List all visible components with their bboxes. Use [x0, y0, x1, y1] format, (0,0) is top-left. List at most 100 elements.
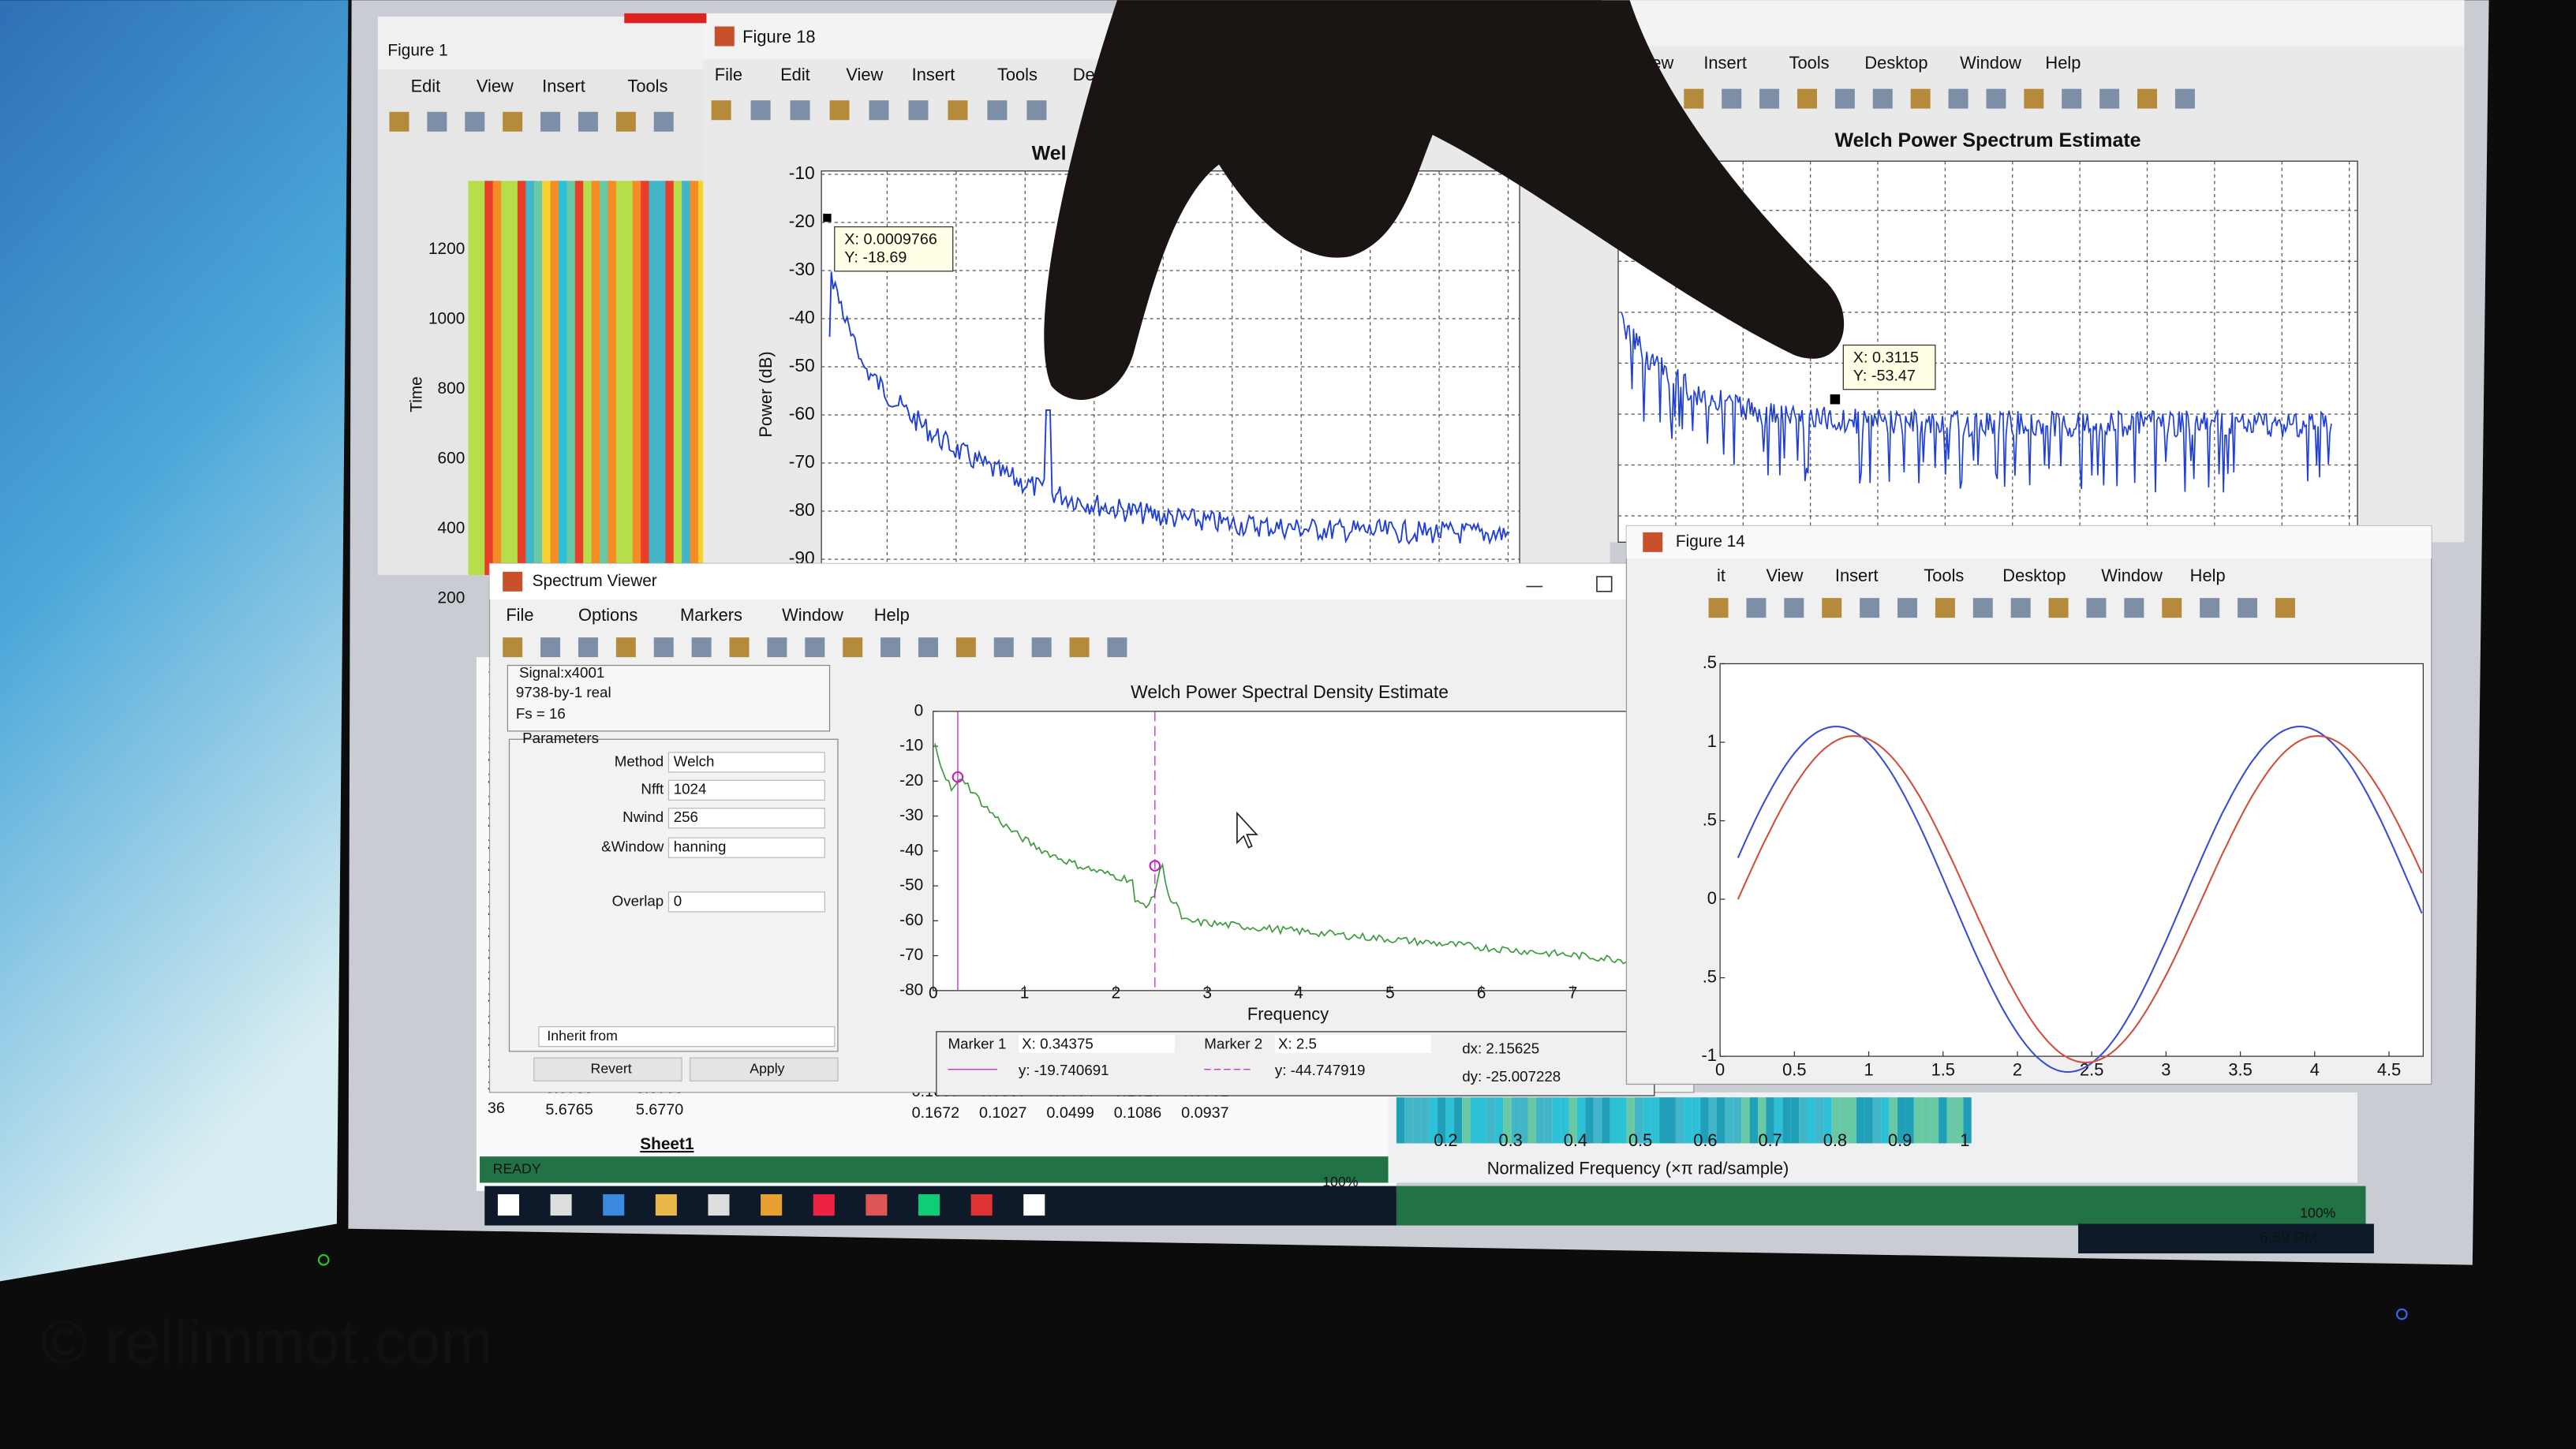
taskbar-icon: [655, 1194, 677, 1216]
watermark: © rellimmot.com: [41, 1307, 493, 1377]
button: [533, 1057, 682, 1081]
menu-item[interactable]: Edit: [411, 76, 441, 95]
toolbar-icon: [540, 111, 561, 132]
heatmap-cell: [1535, 1097, 1545, 1144]
heatmap-cell: [1807, 1097, 1815, 1144]
menu-item[interactable]: Insert: [1835, 566, 1879, 585]
menu-item[interactable]: Insert: [542, 76, 585, 95]
x-tick-label: 0.5: [1782, 1060, 1806, 1080]
heatmap-cell: [1741, 1097, 1750, 1144]
heatmap-cell: [1585, 1097, 1594, 1144]
menu-item[interactable]: File: [506, 605, 533, 625]
dropdown-text[interactable]: Inherit from: [547, 1028, 617, 1044]
field-value[interactable]: 0: [674, 892, 682, 909]
marker-point: [1149, 860, 1161, 872]
menu-item[interactable]: Options: [578, 605, 637, 625]
menu-item[interactable]: Window: [782, 605, 843, 625]
signal-box: [507, 664, 831, 732]
y-tick-label: -1: [1702, 1045, 1717, 1065]
menu-item[interactable]: View: [477, 76, 514, 95]
toolbar-icon: [993, 637, 1014, 658]
field-value[interactable]: 1024: [674, 781, 707, 797]
status-text: READY: [493, 1160, 541, 1176]
toolbar-icon: [1834, 88, 1855, 109]
x-tick-label: 0.4: [1564, 1130, 1587, 1150]
menu-item[interactable]: Insert: [912, 65, 955, 84]
menu-item[interactable]: Edit: [780, 65, 810, 84]
menu-item[interactable]: Help: [2190, 566, 2226, 585]
datatip-marker: [823, 213, 832, 222]
x-tick-label: 0.7: [1758, 1130, 1782, 1150]
datatip-text: Y: -18.69: [844, 248, 907, 266]
heatmap-cell: [1790, 1097, 1800, 1144]
heatmap-cell: [558, 181, 567, 576]
cell: 0.0937: [1181, 1104, 1228, 1122]
heatmap-cell: [1963, 1097, 1972, 1144]
marker-name: Marker 2: [1204, 1035, 1262, 1051]
menu-item[interactable]: File: [715, 65, 742, 84]
heatmap-cell: [600, 181, 608, 576]
y-tick-label: .5: [1703, 809, 1717, 829]
heatmap-cell: [1782, 1097, 1791, 1144]
menu-item[interactable]: Tools: [627, 76, 667, 95]
menu-item[interactable]: Desktop: [1864, 53, 1927, 73]
toolbar-icon: [2048, 598, 2069, 618]
toolbar-icon: [465, 111, 485, 132]
menu-item[interactable]: Markers: [680, 605, 742, 625]
menu-item[interactable]: Desktop: [2002, 566, 2066, 585]
heatmap-cell: [608, 181, 617, 576]
signal-info: 9738-by-1 real: [516, 684, 611, 700]
menu-item[interactable]: Window: [2101, 566, 2163, 585]
menu-item[interactable]: Tools: [997, 65, 1038, 84]
cell: 0.1086: [1114, 1104, 1161, 1122]
marker-y: y: -44.747919: [1275, 1062, 1366, 1078]
menu-item[interactable]: Window: [1960, 53, 2021, 73]
zoom-text: 100%: [2300, 1205, 2336, 1221]
field-input: [667, 837, 825, 858]
menu-item[interactable]: Help: [874, 605, 910, 625]
menu-item[interactable]: View: [1766, 566, 1803, 585]
heatmap-cell: [517, 181, 526, 576]
x-tick-label: 4: [1294, 984, 1303, 1002]
heatmap-cell: [1486, 1097, 1495, 1144]
marker-name: Marker 1: [948, 1035, 1006, 1051]
menu-item[interactable]: Tools: [1924, 566, 1964, 585]
heatmap-cell: [1429, 1097, 1438, 1144]
heatmap-cell: [682, 181, 690, 576]
field-value[interactable]: hanning: [674, 838, 727, 855]
system-tray: [2078, 1223, 2374, 1253]
heatmap-cell: [1511, 1097, 1520, 1144]
toolbar-icon: [1784, 598, 1804, 618]
toolbar-icon: [790, 100, 810, 121]
plot-area: [1719, 663, 2424, 1057]
heatmap-cell: [1766, 1097, 1774, 1144]
button-label[interactable]: Apply: [750, 1060, 784, 1076]
menu-item[interactable]: it: [1717, 566, 1725, 585]
heatmap-cell: [1561, 1097, 1569, 1144]
title-bar: [1602, 0, 2465, 47]
field-value[interactable]: 256: [674, 809, 698, 825]
taskbar-icon: [1023, 1194, 1045, 1216]
psd-trace: [934, 743, 1662, 966]
sheet-tab[interactable]: Sheet1: [640, 1135, 694, 1153]
heatmap-cell: [1922, 1097, 1931, 1144]
heatmap-cell: [1905, 1097, 1914, 1144]
field-value[interactable]: Welch: [674, 753, 715, 769]
menu-item[interactable]: Tools: [1789, 53, 1830, 73]
heatmap-cell: [1881, 1097, 1890, 1144]
taskbar-icon: [866, 1194, 888, 1216]
button-label[interactable]: Revert: [591, 1060, 632, 1076]
heatmap-cell: [1774, 1097, 1783, 1144]
heatmap-cell: [1453, 1097, 1463, 1144]
spectrum-trace: [1621, 312, 2332, 493]
menu-item[interactable]: Insert: [1703, 53, 1747, 73]
x-tick-label: 1: [1960, 1130, 1969, 1150]
taskbar-icon: [918, 1194, 940, 1216]
menu-item[interactable]: Help: [2045, 53, 2081, 73]
field-input: [667, 752, 825, 773]
menu-item[interactable]: View: [846, 65, 883, 84]
heatmap-cell: [1667, 1097, 1676, 1144]
y-tick-label: -20: [899, 771, 923, 790]
toolbar-icon: [540, 637, 561, 658]
y-tick-label: 0: [914, 701, 924, 719]
